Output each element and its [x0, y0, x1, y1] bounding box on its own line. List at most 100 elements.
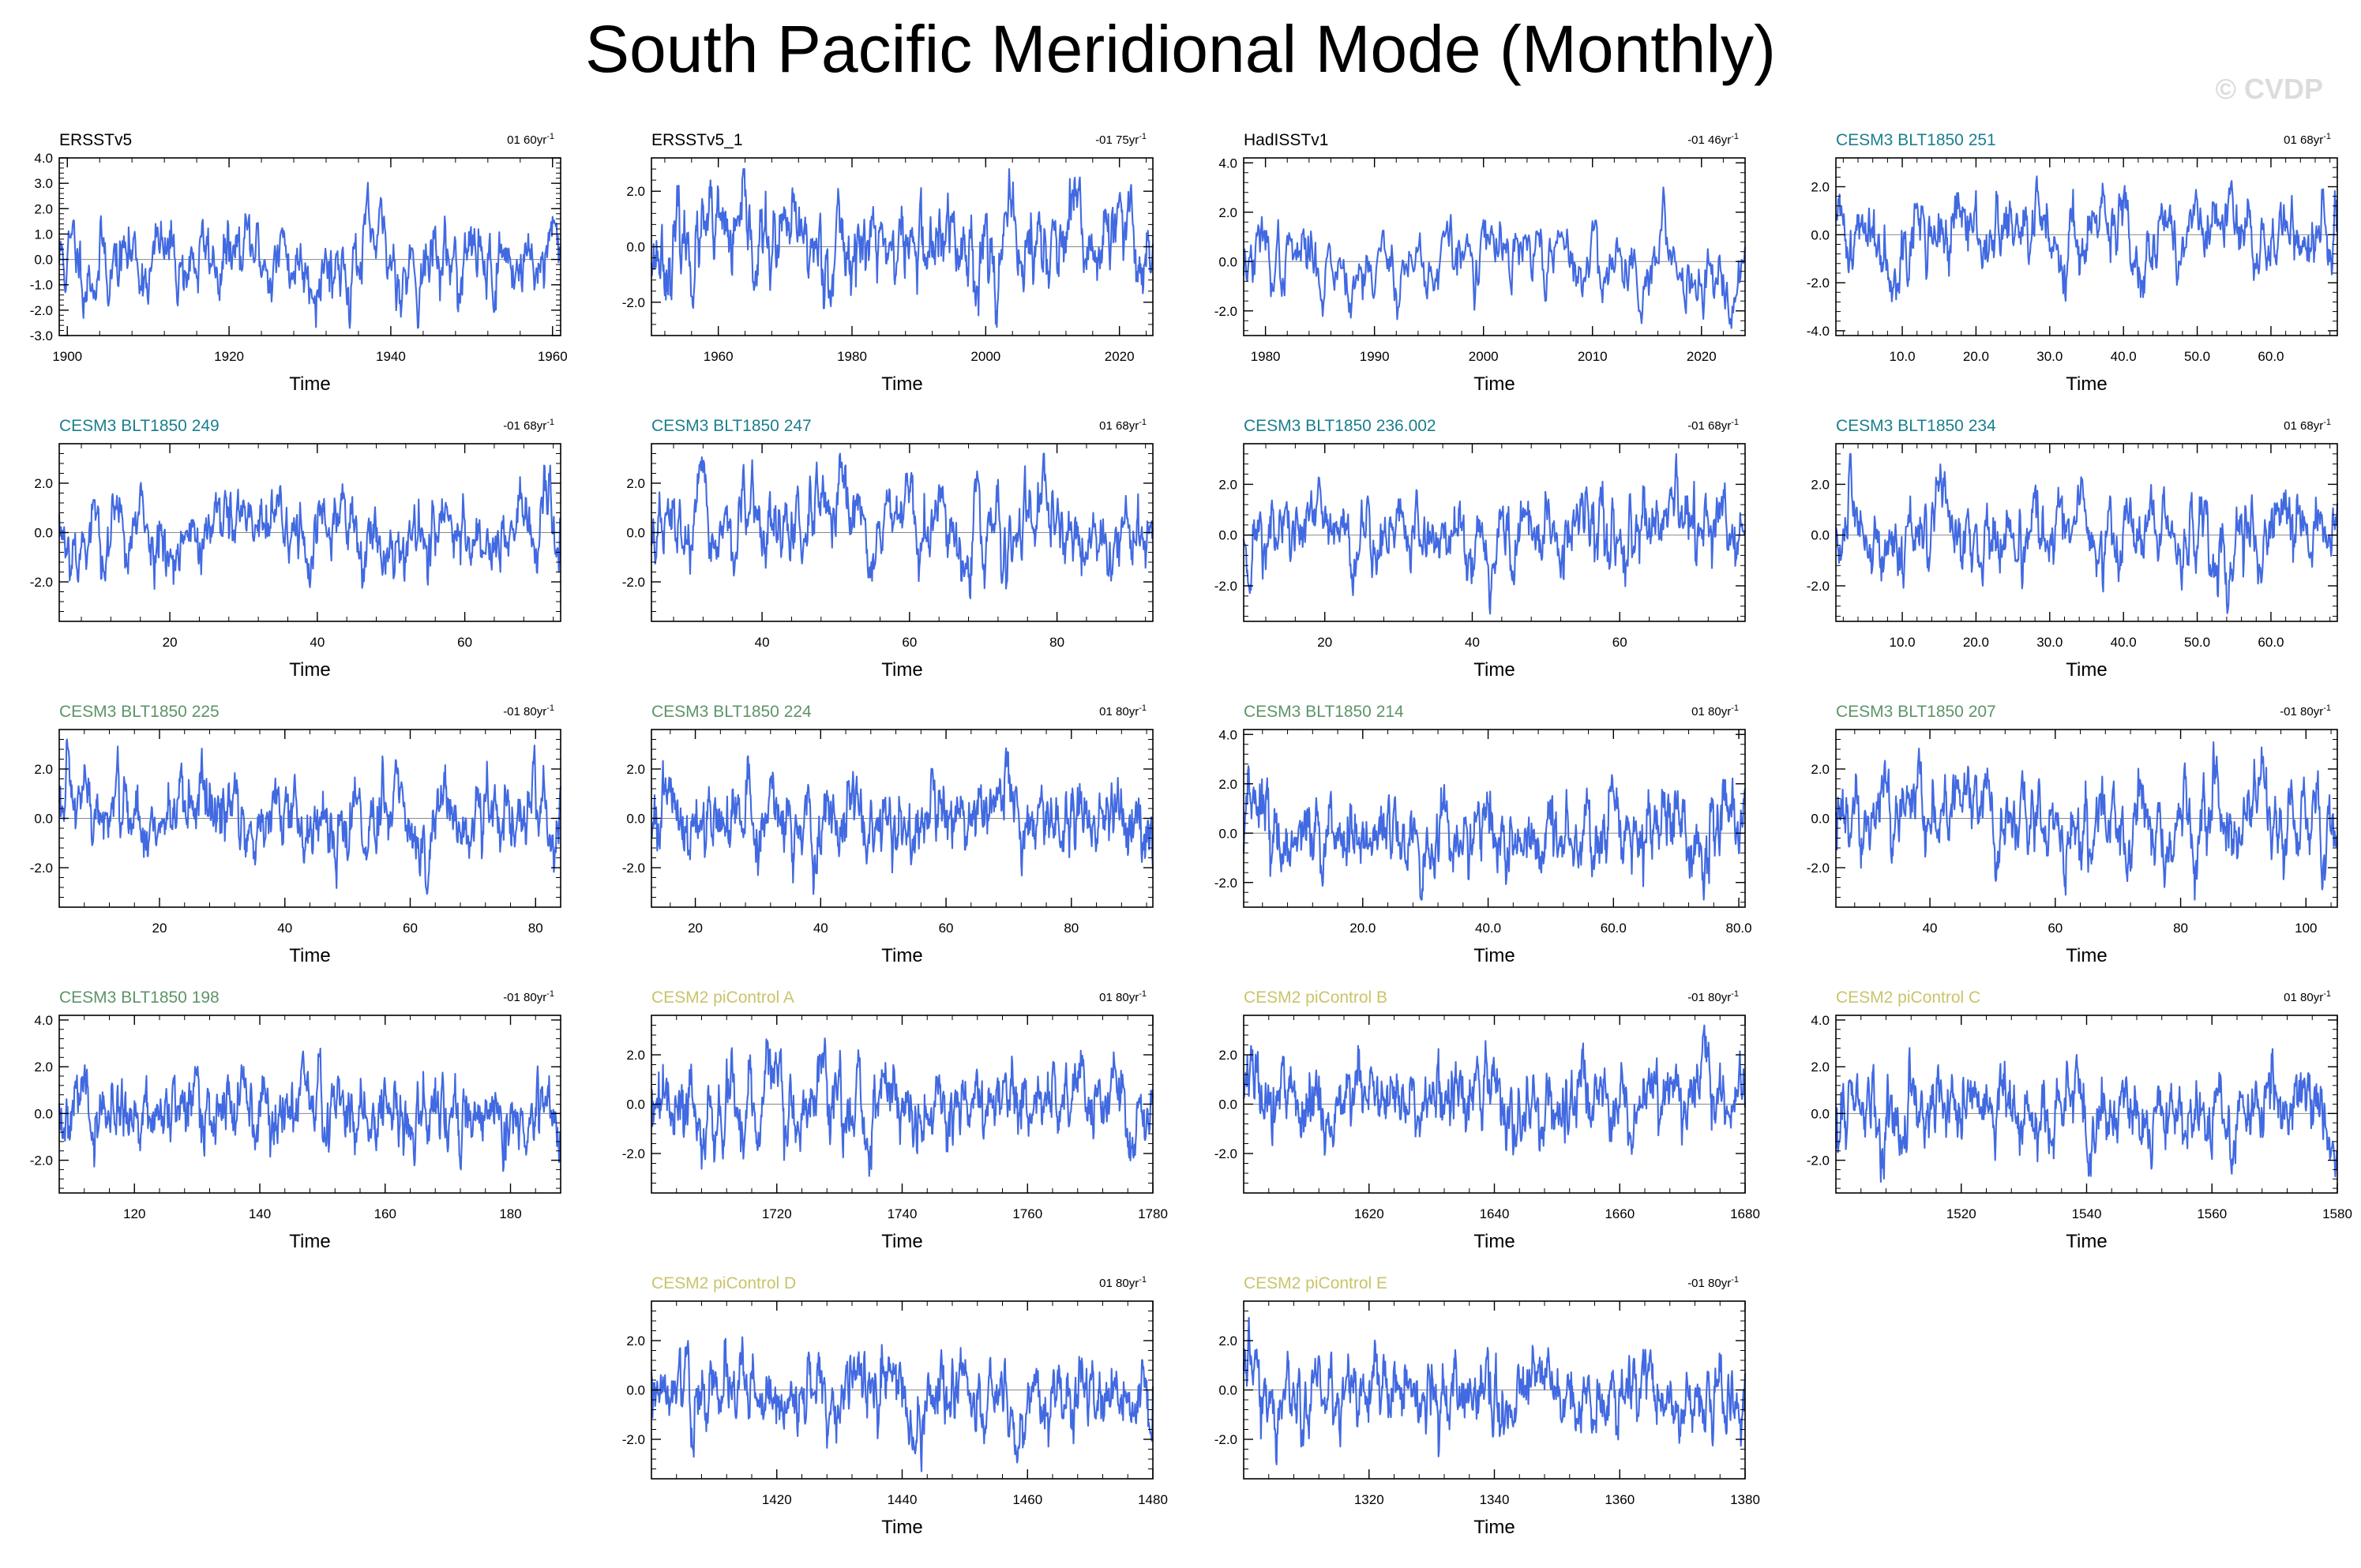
trend-label: 01 68yr-1	[1099, 418, 1147, 433]
x-tick-label: 10.0	[1889, 349, 1915, 364]
y-tick-label: 2.0	[1218, 477, 1237, 492]
panel-label: CESM3 BLT1850 251	[1836, 131, 1996, 149]
x-tick-label: 50.0	[2184, 635, 2210, 650]
y-tick-label: -2.0	[1807, 1153, 1830, 1168]
y-tick-label: 0.0	[34, 526, 53, 541]
x-tick-label: 1760	[1012, 1206, 1042, 1221]
panel-label: CESM2 piControl C	[1836, 988, 1980, 1007]
panel-label: HadISSTv1	[1244, 131, 1328, 149]
x-tick-label: 2000	[970, 349, 1000, 364]
y-tick-label: -2.0	[622, 575, 645, 590]
x-tick-label: 20.0	[1963, 635, 1989, 650]
y-tick-label: 0.0	[34, 1106, 53, 1121]
y-tick-label: 0.0	[1218, 826, 1237, 841]
y-tick-label: 0.0	[1811, 528, 1830, 543]
x-tick-label: 20	[152, 921, 167, 936]
y-tick-label: 2.0	[34, 476, 53, 491]
trend-label: -01 80yr-1	[503, 703, 554, 718]
x-axis-label: Time	[1473, 1517, 1515, 1538]
page-title: South Pacific Meridional Mode (Monthly)	[585, 12, 1776, 86]
y-tick-label: 2.0	[626, 1334, 645, 1349]
series-line	[1242, 186, 1747, 329]
chart-panel: CESM3 BLT1850 207 -01 80yr-1 -2.0 0.0 2.0 40 6…	[1807, 703, 2339, 966]
panel-label: CESM3 BLT1850 198	[59, 988, 220, 1007]
panel-label: CESM3 BLT1850 236.002	[1244, 417, 1436, 435]
x-tick-label: 60.0	[2258, 635, 2284, 650]
y-tick-label: 0.0	[34, 812, 53, 827]
y-tick-label: 0.0	[1811, 227, 1830, 242]
y-tick-label: 0.0	[626, 240, 645, 255]
series-line	[58, 738, 562, 895]
x-tick-label: 1720	[762, 1206, 792, 1221]
y-tick-label: -2.0	[1214, 1146, 1237, 1161]
x-tick-label: 1320	[1354, 1492, 1384, 1507]
plot-frame	[1243, 443, 1746, 622]
x-tick-label: 60.0	[2258, 349, 2284, 364]
series-line	[1835, 175, 2339, 302]
y-tick-label: -2.0	[30, 1153, 53, 1168]
y-tick-label: 0.0	[1218, 1097, 1237, 1112]
panel-label: CESM3 BLT1850 234	[1836, 417, 1996, 435]
chart-panel: ERSSTv5 01 60yr-1 -3.0 -2.0 -1.0 0.0 1.0 2.0 3.0…	[30, 131, 568, 395]
series-line	[650, 1336, 1154, 1472]
y-tick-label: 1.0	[34, 227, 53, 242]
y-tick-label: -2.0	[622, 1146, 645, 1161]
y-tick-label: 0.0	[626, 812, 645, 827]
x-tick-label: 1460	[1012, 1492, 1042, 1507]
trend-label: 01 80yr-1	[1691, 703, 1739, 718]
series-line	[1834, 452, 2339, 614]
x-tick-label: 1540	[2072, 1206, 2102, 1221]
series-line	[1242, 1316, 1747, 1465]
trend-label: 01 68yr-1	[2284, 132, 2331, 147]
y-tick-label: -2.0	[30, 575, 53, 590]
panel-label: CESM3 BLT1850 207	[1836, 703, 1996, 721]
y-tick-label: -2.0	[1807, 579, 1830, 594]
series-line	[1242, 765, 1747, 901]
y-tick-label: 2.0	[1811, 762, 1830, 777]
y-tick-label: 4.0	[1218, 727, 1237, 742]
series-line	[650, 1037, 1154, 1177]
x-tick-label: 50.0	[2184, 349, 2210, 364]
trend-label: -01 75yr-1	[1095, 132, 1147, 147]
x-tick-label: 60	[457, 635, 472, 650]
plot-frame	[1835, 1015, 2338, 1194]
panel-label: CESM3 BLT1850 249	[59, 417, 220, 435]
y-tick-label: 2.0	[626, 1048, 645, 1063]
trend-label: 01 60yr-1	[507, 132, 554, 147]
y-tick-label: 0.0	[1811, 812, 1830, 827]
y-tick-label: 4.0	[1218, 156, 1237, 171]
x-tick-label: 1340	[1480, 1492, 1510, 1507]
y-tick-label: -2.0	[622, 295, 645, 310]
y-tick-label: -1.0	[30, 278, 53, 293]
chart-panel: CESM2 piControl C 01 80yr-1 -2.0 0.0 2.0 4.0 1…	[1807, 988, 2352, 1252]
y-tick-label: 2.0	[34, 762, 53, 777]
x-tick-label: 1940	[376, 349, 406, 364]
trend-label: 01 80yr-1	[2284, 989, 2331, 1004]
x-axis-label: Time	[2066, 945, 2107, 966]
plot-frame	[1835, 443, 2338, 622]
panel-label: CESM2 piControl E	[1244, 1274, 1387, 1292]
x-axis-label: Time	[289, 945, 330, 966]
x-tick-label: 100	[2295, 921, 2317, 936]
y-tick-label: 0.0	[1218, 254, 1237, 269]
y-tick-label: 0.0	[626, 1383, 645, 1398]
x-tick-label: 60	[2048, 921, 2063, 936]
x-tick-label: 1990	[1360, 349, 1390, 364]
x-axis-label: Time	[289, 659, 330, 681]
y-tick-label: 0.0	[34, 253, 53, 268]
chart-panel: HadISSTv1 -01 46yr-1 -2.0 0.0 2.0 4.0 1980 1990…	[1214, 131, 1747, 395]
series-line	[1242, 1024, 1747, 1156]
x-tick-label: 60	[902, 635, 917, 650]
chart-panel: CESM2 piControl D 01 80yr-1 -2.0 0.0 2.0 1420…	[622, 1274, 1168, 1538]
x-tick-label: 30.0	[2036, 635, 2063, 650]
trend-label: -01 68yr-1	[1687, 418, 1739, 433]
trend-label: 01 80yr-1	[1099, 989, 1147, 1004]
x-axis-label: Time	[1473, 945, 1515, 966]
y-tick-label: 0.0	[626, 526, 645, 541]
x-tick-label: 60	[403, 921, 418, 936]
y-tick-label: 0.0	[626, 1097, 645, 1112]
chart-panel: CESM2 piControl E -01 80yr-1 -2.0 0.0 2.0 132…	[1214, 1274, 1760, 1538]
chart-panel: CESM3 BLT1850 249 -01 68yr-1 -2.0 0.0 2.0 20 4…	[30, 417, 561, 681]
y-tick-label: -2.0	[622, 1432, 645, 1447]
